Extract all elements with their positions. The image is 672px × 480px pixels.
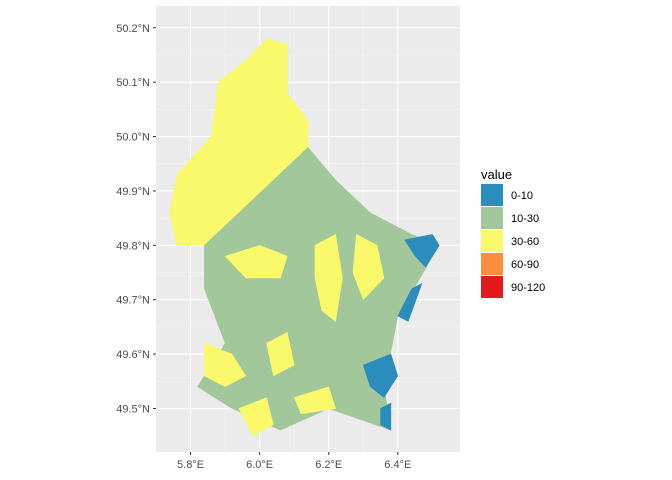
y-tick-label: 50.1°N bbox=[116, 77, 150, 89]
legend-label-0: 0-10 bbox=[511, 190, 533, 202]
legend-key-2 bbox=[481, 230, 503, 252]
raster-region-30-60 bbox=[293, 386, 336, 415]
legend-label-2: 30-60 bbox=[511, 236, 539, 248]
legend-key-4 bbox=[481, 276, 503, 298]
raster-region-0-10 bbox=[397, 282, 423, 322]
y-tick-label: 49.6°N bbox=[116, 349, 150, 361]
raster-region-30-60 bbox=[266, 331, 295, 377]
legend-key-3 bbox=[481, 253, 503, 275]
x-tick-label: 6.4°E bbox=[384, 459, 411, 471]
raster-region-30-60 bbox=[238, 397, 274, 437]
raster-region-30-60 bbox=[352, 234, 385, 301]
y-tick-label: 50.2°N bbox=[116, 23, 150, 35]
y-tick-label: 50.0°N bbox=[116, 132, 150, 144]
legend-label-3: 60-90 bbox=[511, 259, 539, 271]
y-tick-label: 49.7°N bbox=[116, 295, 150, 307]
y-axis: 49.5°N 49.6°N 49.7°N 49.8°N 49.9°N 50.0°N 50.1… bbox=[116, 23, 156, 415]
raster-region-0-10 bbox=[404, 234, 440, 268]
y-tick-label: 49.5°N bbox=[116, 403, 150, 415]
raster-region-30-60 bbox=[224, 245, 288, 279]
legend-label-1: 10-30 bbox=[511, 213, 539, 225]
raster-region-0-10 bbox=[380, 402, 392, 431]
x-axis: 5.8°E 6.0°E 6.2°E 6.4°E bbox=[177, 452, 411, 471]
legend-title: value bbox=[481, 167, 512, 182]
x-tick-label: 5.8°E bbox=[177, 459, 204, 471]
x-tick-label: 6.2°E bbox=[315, 459, 342, 471]
raster-region-0-10 bbox=[362, 353, 399, 398]
raster-region-30-60 bbox=[204, 342, 247, 387]
raster-region-30-60 bbox=[314, 234, 343, 322]
legend-key-1 bbox=[481, 207, 503, 229]
legend-label-4: 90-120 bbox=[511, 282, 545, 294]
legend: value 0-10 10-30 30-60 60-90 90-120 bbox=[481, 167, 545, 298]
y-tick-label: 49.8°N bbox=[116, 240, 150, 252]
x-tick-label: 6.0°E bbox=[246, 459, 273, 471]
raster-layer bbox=[169, 38, 440, 437]
legend-key-0 bbox=[481, 184, 503, 206]
y-tick-label: 49.9°N bbox=[116, 186, 150, 198]
